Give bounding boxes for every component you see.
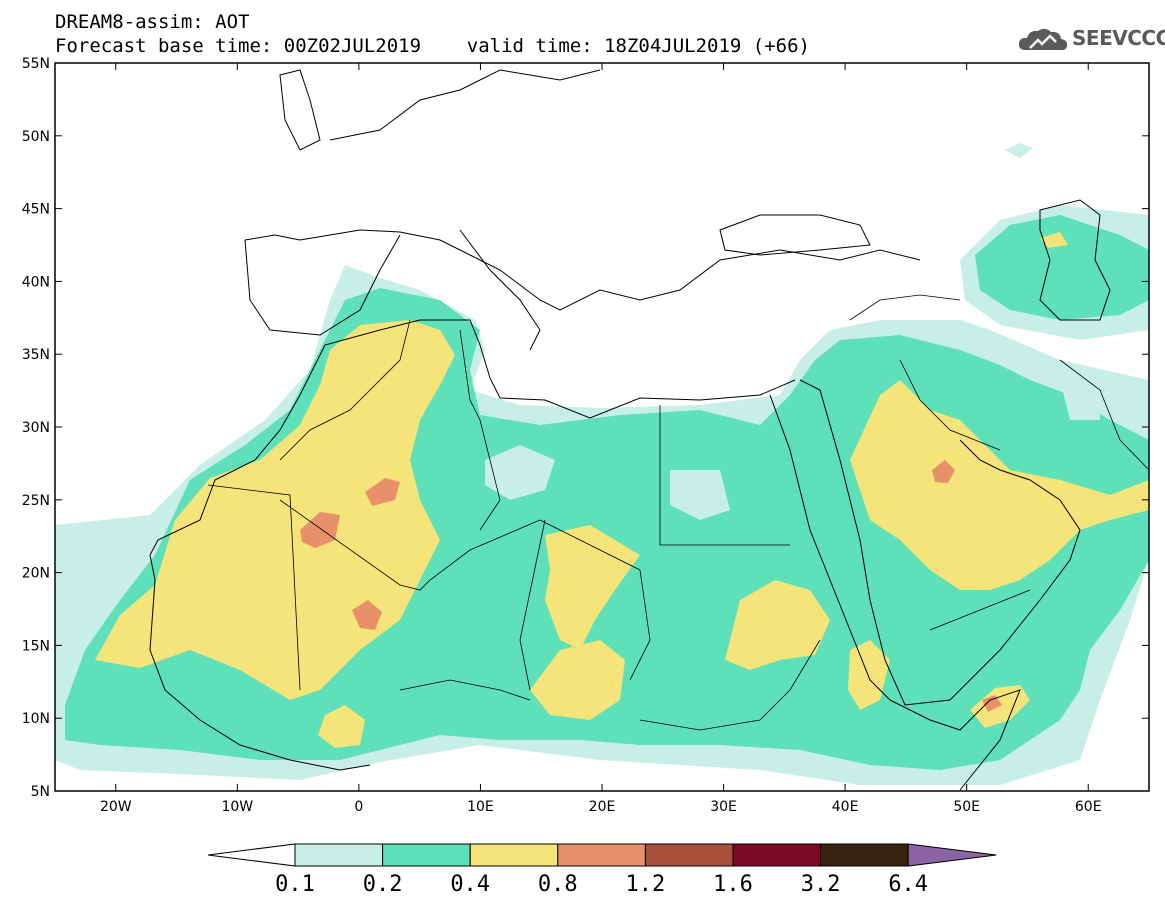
horn-of-africa [889,689,1021,791]
lon-label: 50E [953,799,980,815]
lat-label: 50N [22,129,50,145]
lon-label: 0 [354,799,363,815]
colorbar-cell [732,843,822,867]
british-isles [279,69,321,151]
lon-label: 10E [467,799,494,815]
colorbar-label: 1.6 [713,872,753,897]
border-algeria-morocco [279,319,411,461]
border-iran-east [1059,359,1149,471]
coastlines [149,69,1111,791]
colorbar-over-triangle [907,843,997,867]
aot-hole-0.1 [485,445,555,500]
border-algeria-mali [279,499,541,591]
black-sea [719,214,871,256]
forecast-time-line: Forecast base time: 00Z02JUL2019 valid t… [55,35,810,57]
border-iraq-saudi [899,359,1001,451]
europe-south-coast [244,229,921,311]
border-saudi-yemen [929,589,1031,631]
colorbar-label: 0.4 [450,872,491,897]
border-turkey-syria [849,294,961,321]
aot-contour-0.2-caspian [975,215,1149,320]
lat-label: 5N [31,784,50,800]
lon-label: 20E [589,799,616,815]
longitude-labels: 20W 10W 0 10E 20E 30E 40E 50E 60E [100,799,1102,815]
seevccc-logo: SEEVCCC [1016,24,1165,56]
lat-label: 45N [22,202,50,218]
aot-contour-0.4-chad [530,640,625,720]
border-mauritania-mali [207,484,301,691]
border-sudan-south [639,639,821,731]
iberia [244,234,401,336]
aot-contour-0.4-nigeria [318,705,365,748]
colorbar-cell [294,843,384,867]
lon-label: 20W [100,799,132,815]
colorbar-label: 0.2 [362,872,403,897]
africa-north-coast [149,319,796,556]
border-algeria-libya [459,329,501,531]
arabia-coast [799,379,1081,706]
aot-contour-0.4-arabia [850,380,1149,590]
europe-north [329,69,601,141]
colorbar-cell [557,843,646,867]
lat-label: 15N [22,638,50,654]
lat-label: 55N [22,56,50,72]
aot-contour-0.1-north2 [1005,143,1033,158]
axis-ticks [55,62,1149,792]
lon-label: 30E [710,799,737,815]
border-niger-chad [519,519,546,691]
lat-label: 30N [22,420,50,436]
aot-contour-0.8-c [352,600,382,630]
chart-title: DREAM8-assim: AOT [55,11,250,33]
aot-hole-0.1c [1060,380,1100,420]
africa-west-coast [149,554,371,771]
italy [459,229,541,351]
border-libya-chad [539,519,651,681]
aot-contour-0.4-caspian [1040,232,1068,248]
aot-contour-0.4-sudan [725,580,830,670]
aot-field [55,143,1149,785]
colorbar [207,843,997,867]
colorbar-cell [820,843,909,867]
aot-contour-0.8-e [982,695,1002,712]
lat-label: 10N [22,711,50,727]
lon-label: 40E [832,799,859,815]
colorbar-label: 0.1 [275,872,315,897]
lat-label: 20N [22,566,50,582]
cloud-icon [1018,28,1068,51]
aot-contour-0.4-yemen [848,640,890,710]
colorbar-cell [469,843,559,867]
colorbar-under-triangle [207,843,296,867]
lon-label: 60E [1075,799,1102,815]
logo-text: SEEVCCC [1072,26,1165,50]
lat-label: 25N [22,493,50,509]
red-sea-west [769,394,891,701]
lon-label: 10W [221,799,253,815]
aot-contour-0.8-d [932,460,955,483]
border-libya-egypt-sudan [659,405,790,546]
colorbar-label: 1.2 [625,872,666,897]
colorbar-cell [644,843,734,867]
lat-label: 35N [22,347,50,363]
colorbar-label: 3.2 [800,872,841,897]
colorbar-cell [382,843,471,867]
aot-map: 55N 50N 45N 40N 35N 30N 25N 20N 15N 10N 5N 20W 10W 0… [22,56,1150,815]
colorbar-label: 6.4 [888,872,929,897]
lat-label: 40N [22,274,50,290]
aot-contour-0.8-b [365,478,400,506]
borders [207,294,1149,731]
caspian-sea [1039,199,1111,321]
aot-contour-0.4-somalia [970,685,1030,728]
colorbar-label: 0.8 [537,872,578,897]
latitude-labels: 55N 50N 45N 40N 35N 30N 25N 20N 15N 10N 5N [22,56,50,800]
border-niger-nigeria [399,679,531,701]
aot-contour-0.4-sahel [545,525,640,650]
aot-hole-0.1b [670,470,730,520]
